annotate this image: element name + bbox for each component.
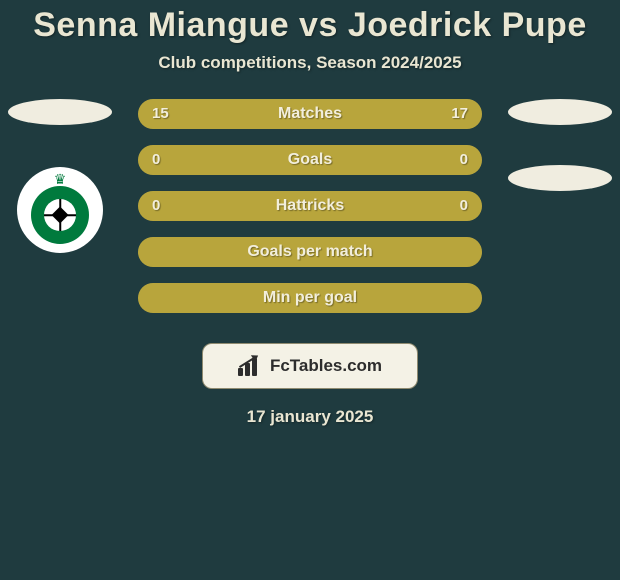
page-title: Senna Miangue vs Joedrick Pupe <box>0 0 620 45</box>
stat-label: Goals per match <box>138 237 482 267</box>
pentagon-icon <box>52 207 69 224</box>
bar-chart-icon <box>238 356 264 376</box>
footer-date: 17 january 2025 <box>0 407 620 427</box>
player-photo-left <box>8 99 112 125</box>
stat-row: Min per goal <box>138 283 482 313</box>
comparison-infographic: Senna Miangue vs Joedrick Pupe Club comp… <box>0 0 620 580</box>
right-column <box>500 99 620 191</box>
club-ring <box>31 186 89 244</box>
branding-badge: FcTables.com <box>202 343 418 389</box>
stat-row: 00Hattricks <box>138 191 482 221</box>
stat-label: Matches <box>138 99 482 129</box>
stat-row: 1517Matches <box>138 99 482 129</box>
branding-text: FcTables.com <box>270 356 382 376</box>
player-photo-right <box>508 99 612 125</box>
club-logo-right <box>508 165 612 191</box>
club-logo-left: ♛ <box>17 167 103 253</box>
crown-icon: ♛ <box>54 172 67 186</box>
stat-row: Goals per match <box>138 237 482 267</box>
left-column: ♛ <box>0 99 120 253</box>
stat-label: Hattricks <box>138 191 482 221</box>
ball-icon <box>44 199 76 231</box>
stat-label: Goals <box>138 145 482 175</box>
page-subtitle: Club competitions, Season 2024/2025 <box>0 53 620 73</box>
stat-row: 00Goals <box>138 145 482 175</box>
comparison-bars: 1517Matches 00Goals 00Hattricks Goals per m… <box>138 99 482 329</box>
stat-label: Min per goal <box>138 283 482 313</box>
